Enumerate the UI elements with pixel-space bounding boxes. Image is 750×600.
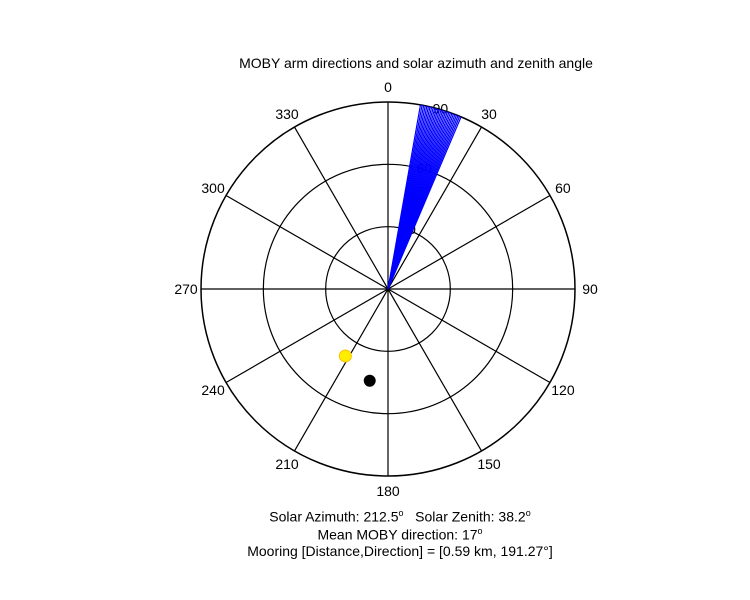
angle-tick-label: 120 [551, 382, 575, 398]
moby-arm-direction-line [387, 116, 462, 290]
solar-azimuth-label: Solar Azimuth: 212.5 [269, 508, 399, 525]
mean-direction-caption: Mean MOBY direction: 17o [0, 526, 750, 543]
angle-tick-label: 330 [275, 106, 299, 122]
sun-marker [338, 349, 352, 363]
angle-tick-label: 300 [201, 180, 225, 196]
angle-tick-label: 270 [174, 281, 198, 297]
chart-title: MOBY arm directions and solar azimuth an… [239, 55, 593, 71]
mooring-marker [363, 374, 376, 387]
angle-tick-label: 60 [555, 180, 571, 196]
angle-tick-label: 240 [201, 382, 225, 398]
angle-tick-label: 90 [582, 281, 598, 297]
degree-symbol: o [477, 526, 483, 536]
angle-tick-label: 150 [477, 456, 501, 472]
solar-caption: Solar Azimuth: 212.5o Solar Zenith: 38.2… [0, 508, 750, 525]
angle-tick-label: 0 [384, 79, 392, 95]
angle-tick-label: 180 [376, 483, 400, 499]
mooring-label: Mooring [Distance,Direction] = [0.59 km,… [247, 543, 553, 559]
degree-symbol: o [525, 508, 531, 518]
mean-direction-label: Mean MOBY direction: 17 [317, 526, 478, 543]
angle-tick-label: 210 [275, 456, 299, 472]
degree-symbol: o [398, 508, 404, 518]
angle-tick-label: 30 [481, 106, 497, 122]
solar-zenith-label: Solar Zenith: 38.2 [415, 508, 526, 525]
